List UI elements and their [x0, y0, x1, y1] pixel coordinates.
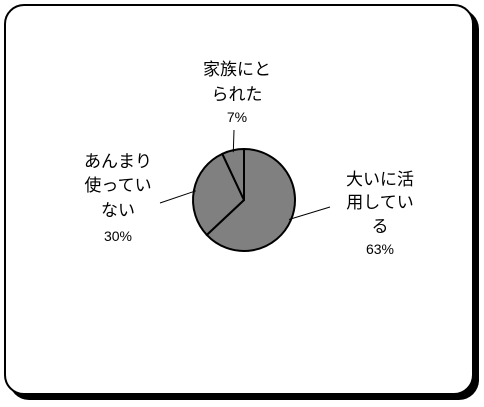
slice-value-2: 7%	[227, 109, 247, 125]
leader-lines	[159, 129, 331, 220]
slice-value-1: 30%	[104, 228, 132, 244]
slice-label-2: 家族にと られた 7%	[203, 60, 271, 125]
leader-line-1	[159, 190, 197, 204]
leader-line-2	[232, 129, 235, 153]
slice-label-2-line-1: られた	[212, 85, 263, 105]
slice-label-0-line-0: 大いに活	[346, 170, 414, 190]
pie-slices	[192, 148, 296, 252]
slice-label-0: 大いに活 用してい る 63%	[346, 170, 414, 257]
leader-line-0	[288, 206, 331, 220]
slice-label-0-line-2: る	[372, 217, 389, 237]
pie-slice-0	[205, 148, 296, 252]
slice-label-2-line-0: 家族にと	[203, 60, 271, 80]
slice-label-1-line-0: あんまり	[84, 152, 152, 172]
slice-label-0-line-1: 用してい	[346, 193, 414, 213]
slice-label-1-line-2: ない	[101, 201, 135, 221]
slice-value-0: 63%	[366, 241, 394, 257]
slice-label-1: あんまり 使ってい ない 30%	[84, 152, 152, 244]
slice-label-1-line-1: 使ってい	[84, 175, 151, 196]
